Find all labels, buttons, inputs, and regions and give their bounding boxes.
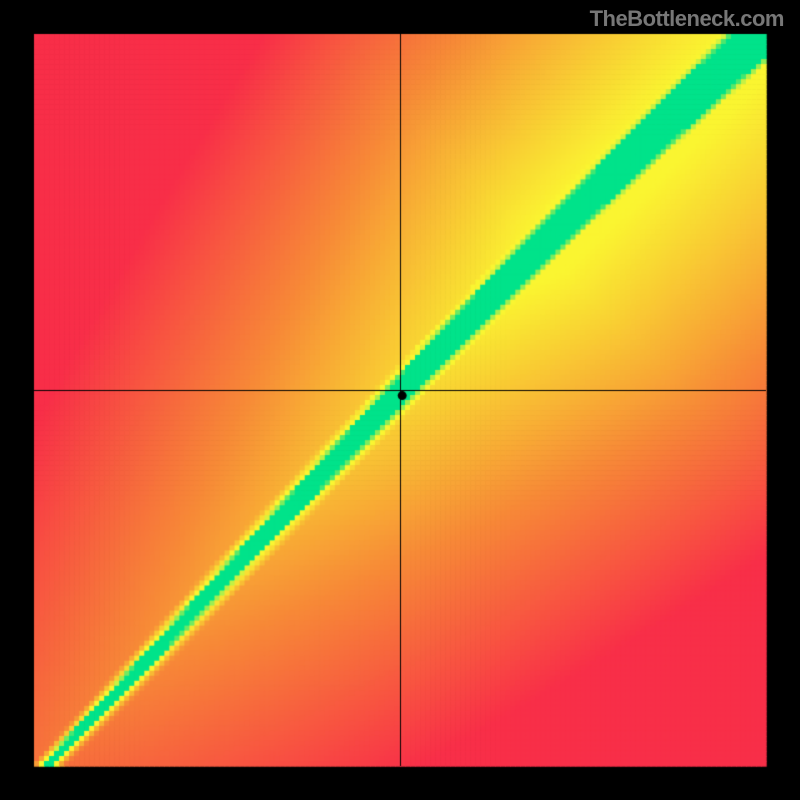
watermark-text: TheBottleneck.com xyxy=(590,6,784,32)
bottleneck-heatmap xyxy=(0,0,800,800)
